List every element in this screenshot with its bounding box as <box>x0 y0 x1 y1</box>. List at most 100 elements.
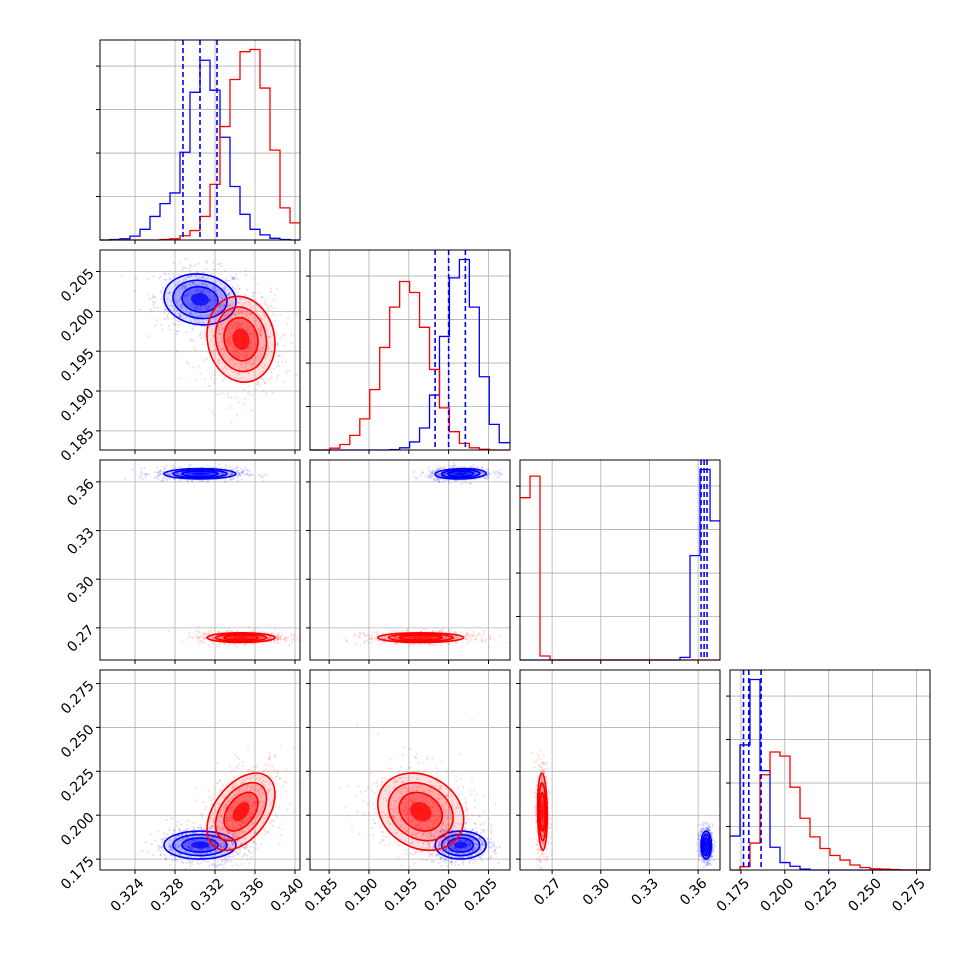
scatter-point <box>255 324 259 327</box>
scatter-point <box>176 473 179 476</box>
scatter-point <box>218 310 221 313</box>
scatter-point <box>439 477 442 481</box>
scatter-point <box>472 463 475 466</box>
scatter-point <box>251 770 254 773</box>
scatter-point <box>159 469 162 472</box>
scatter-point <box>470 465 473 468</box>
scatter-point <box>185 294 188 297</box>
scatter-point <box>233 835 236 839</box>
scatter-point <box>131 468 134 471</box>
scatter-point <box>158 847 161 850</box>
scatter-point <box>224 834 227 837</box>
scatter-point <box>212 334 215 337</box>
scatter-point <box>474 473 478 476</box>
scatter-point <box>229 628 232 632</box>
scatter-point <box>189 874 191 876</box>
scatter-point <box>187 845 190 848</box>
scatter-point <box>234 850 237 853</box>
scatter-point <box>231 303 234 307</box>
scatter-point <box>377 633 380 637</box>
scatter-point <box>244 398 247 401</box>
scatter-point <box>156 318 159 322</box>
scatter-point <box>227 336 230 339</box>
scatter-point <box>438 473 441 476</box>
scatter-point <box>250 798 253 801</box>
scatter-point <box>225 859 228 862</box>
scatter-point <box>186 472 189 475</box>
scatter-point <box>164 278 167 281</box>
scatter-point <box>413 476 417 479</box>
scatter-point <box>200 861 203 864</box>
scatter-point <box>252 362 255 365</box>
scatter-point <box>170 472 173 475</box>
scatter-point <box>176 299 179 302</box>
scatter-point <box>217 636 220 639</box>
scatter-point <box>161 472 164 475</box>
scatter-point <box>258 327 261 330</box>
scatter-point <box>237 287 241 290</box>
scatter-point <box>185 284 188 287</box>
scatter-point <box>255 388 258 391</box>
scatter-point <box>210 472 213 475</box>
scatter-point <box>227 830 230 834</box>
scatter-point <box>203 288 206 291</box>
scatter-point <box>187 845 190 848</box>
scatter-point <box>234 396 238 399</box>
scatter-point <box>470 638 473 641</box>
scatter-point <box>134 277 137 280</box>
scatter-point <box>261 775 265 778</box>
scatter-point <box>189 833 192 836</box>
scatter-point <box>199 639 203 643</box>
scatter-point <box>248 303 252 306</box>
series_a-contour <box>163 830 237 860</box>
scatter-point <box>258 314 261 317</box>
scatter-point <box>172 275 175 278</box>
scatter-point <box>188 290 192 293</box>
scatter-point <box>437 468 440 471</box>
scatter-point <box>431 629 434 632</box>
scatter-point <box>236 356 239 359</box>
scatter-point <box>146 851 149 854</box>
scatter-point <box>177 330 180 333</box>
scatter-point <box>447 629 450 632</box>
scatter-point <box>255 816 258 819</box>
scatter-point <box>232 832 235 836</box>
scatter-point <box>276 374 280 377</box>
scatter-point <box>246 347 249 350</box>
scatter-point <box>247 390 250 394</box>
scatter-point <box>261 311 264 314</box>
scatter-point <box>177 827 180 830</box>
scatter-point <box>376 639 380 642</box>
scatter-point <box>229 855 232 858</box>
scatter-point <box>208 299 212 303</box>
scatter-point <box>219 844 222 847</box>
scatter-point <box>209 472 212 475</box>
scatter-point <box>496 476 499 479</box>
scatter-point <box>212 797 215 800</box>
scatter-point <box>483 477 486 480</box>
scatter-point <box>202 288 205 291</box>
scatter-point <box>285 360 288 363</box>
scatter-point <box>448 642 451 646</box>
scatter-point <box>218 831 221 834</box>
scatter-point <box>246 748 250 751</box>
scatter-point <box>143 472 146 476</box>
scatter-point <box>249 637 252 640</box>
scatter-point <box>284 636 287 639</box>
scatter-point <box>456 637 459 640</box>
panel-content <box>100 250 300 450</box>
scatter-point <box>220 308 223 311</box>
scatter-point <box>158 845 161 848</box>
scatter-point <box>241 855 244 858</box>
scatter-point <box>221 296 224 300</box>
scatter-point <box>238 472 241 475</box>
scatter-point <box>456 636 459 639</box>
scatter-point <box>241 821 244 824</box>
scatter-point <box>233 886 235 888</box>
scatter-point <box>474 471 477 474</box>
scatter-point <box>244 315 247 318</box>
scatter-point <box>253 800 257 803</box>
scatter-point <box>190 302 194 305</box>
scatter-point <box>220 826 223 829</box>
scatter-point <box>395 636 399 640</box>
